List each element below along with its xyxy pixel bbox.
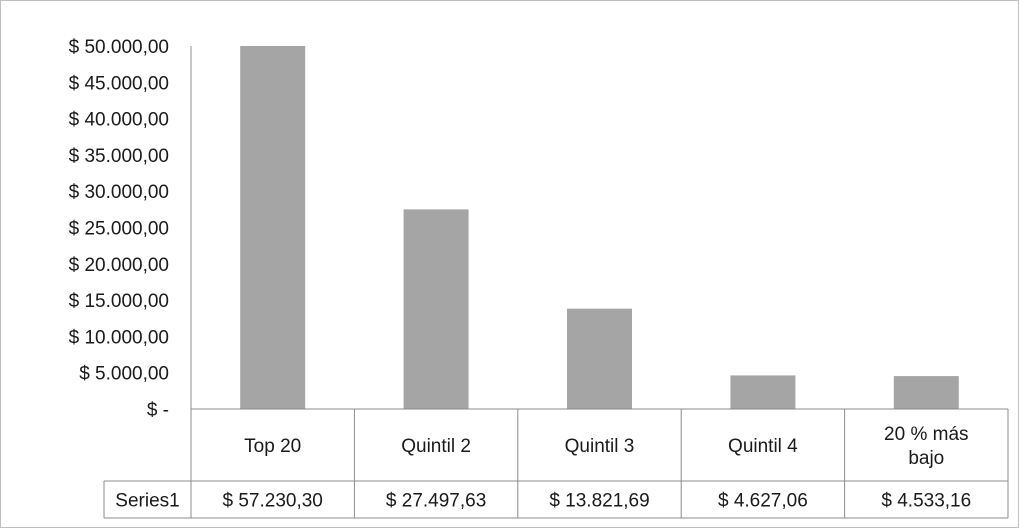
series-name: Series1 xyxy=(115,491,179,512)
category-label: Top 20 xyxy=(244,436,301,457)
axes xyxy=(103,46,1009,519)
y-tick-label: $ 40.000,00 xyxy=(69,110,169,131)
data-table: Top 20 $ 57.230,30 Quintil 2 $ 27.497,63 Qui… xyxy=(115,424,971,512)
bar xyxy=(730,375,796,409)
bars xyxy=(240,46,959,409)
category-label: bajo xyxy=(908,448,944,469)
y-tick-label: $ 10.000,00 xyxy=(69,327,169,348)
data-table-value: $ 4.533,16 xyxy=(881,491,971,512)
y-tick-label: $ - xyxy=(147,400,169,421)
y-tick-label: $ 30.000,00 xyxy=(69,182,169,203)
data-table-value: $ 57.230,30 xyxy=(223,491,323,512)
y-tick-label: $ 5.000,00 xyxy=(79,364,169,385)
y-tick-label: $ 45.000,00 xyxy=(69,73,169,94)
bar xyxy=(567,308,632,409)
y-tick-label: $ 25.000,00 xyxy=(69,219,169,240)
y-tick-label: $ 15.000,00 xyxy=(69,291,169,312)
data-table-value: $ 13.821,69 xyxy=(549,491,649,512)
y-tick-label: $ 20.000,00 xyxy=(69,255,169,276)
y-tick-label: $ 35.000,00 xyxy=(69,146,169,167)
category-label: Quintil 3 xyxy=(565,436,635,457)
data-table-value: $ 4.627,06 xyxy=(718,491,808,512)
y-tick-label: $ 50.000,00 xyxy=(69,37,169,58)
category-label: Quintil 4 xyxy=(728,436,798,457)
bar xyxy=(403,209,469,409)
category-label: Quintil 2 xyxy=(401,436,471,457)
bar xyxy=(240,46,306,409)
y-axis-tick-labels: $ - $ 5.000,00 $ 10.000,00 $ 15.000,00 $ 20.… xyxy=(69,37,169,421)
category-label: 20 % más xyxy=(884,424,968,445)
data-table-value: $ 27.497,63 xyxy=(386,491,486,512)
bar xyxy=(893,376,959,409)
